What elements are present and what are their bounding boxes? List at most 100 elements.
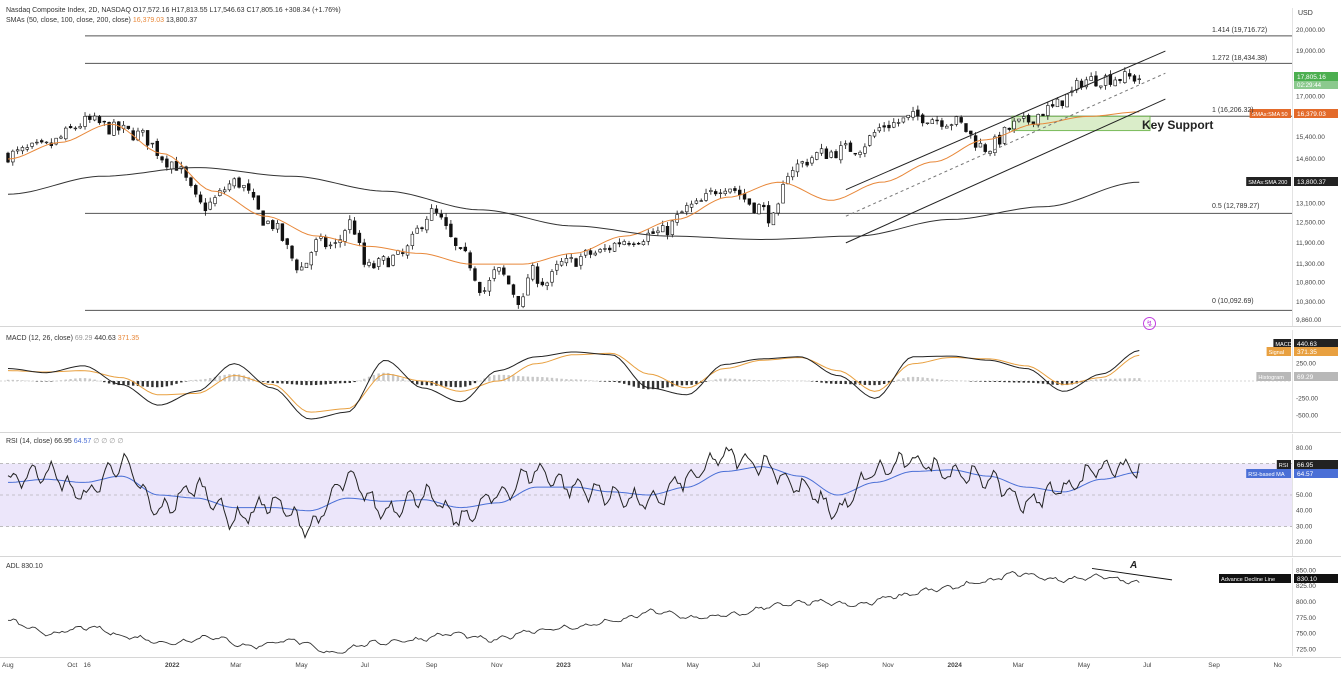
macd-histogram-bar xyxy=(680,381,684,386)
macd-histogram-bar xyxy=(334,381,337,384)
candle-body xyxy=(949,124,954,126)
candle-body xyxy=(689,203,694,208)
signal-badge-value: 371.35 xyxy=(1297,349,1317,356)
candle-body xyxy=(781,184,785,204)
candle-body xyxy=(829,151,833,158)
macd-histogram-bar xyxy=(892,381,895,382)
macd-histogram-bar xyxy=(988,381,992,382)
candle-body xyxy=(718,192,723,194)
candle-body xyxy=(954,116,959,125)
candle-body xyxy=(362,242,366,265)
x-tick-label: 2024 xyxy=(947,662,962,669)
sma200-badge-label: SMAs:SMA 200 xyxy=(1248,180,1287,186)
macd-histogram-bar xyxy=(213,376,217,381)
rsi-ma-badge-value: 64.57 xyxy=(1297,471,1314,478)
x-tick-label: May xyxy=(1078,662,1091,669)
macd-histogram-bar xyxy=(829,381,833,384)
adl-tick-label: 775.00 xyxy=(1296,615,1316,622)
candle-body xyxy=(540,281,545,286)
macd-histogram-bar xyxy=(632,381,636,387)
candle-body xyxy=(454,237,458,246)
candle-body xyxy=(15,149,20,152)
macd-histogram-bar xyxy=(329,381,332,384)
macd-line xyxy=(7,350,1140,420)
price-last-badge-value-bg xyxy=(1294,72,1338,81)
macd-histogram-bar xyxy=(1128,378,1131,381)
rsi-ma-badge-value-bg xyxy=(1294,469,1338,478)
candle-body xyxy=(367,261,371,266)
macd-histogram-bar xyxy=(868,381,871,386)
candle-body xyxy=(487,279,492,292)
candle-body xyxy=(641,241,646,245)
macd-histogram-bar xyxy=(974,381,977,382)
macd-histogram-bar xyxy=(310,381,313,386)
candle-body xyxy=(978,142,983,148)
chart-header-smas: SMAs (50, close, 100, close, 200, close)… xyxy=(6,17,198,24)
candle-body xyxy=(896,122,901,124)
macd-histogram-bar xyxy=(502,374,506,381)
macd-histogram-bar xyxy=(430,381,433,386)
macd-histogram-bar xyxy=(343,381,347,384)
candle-body xyxy=(608,247,612,251)
macd-histogram-bar xyxy=(305,381,308,386)
macd-histogram-bar xyxy=(233,373,236,381)
sma50-badge-label-bg xyxy=(1249,109,1291,118)
signal-badge-label: Signal xyxy=(1269,350,1285,356)
candle-body xyxy=(251,191,256,198)
macd-histogram-bar xyxy=(1065,381,1069,386)
macd-histogram-bar xyxy=(545,377,549,381)
candle-body xyxy=(795,163,800,173)
candle-body xyxy=(198,194,203,203)
macd-histogram-bar xyxy=(560,378,563,381)
candle-body xyxy=(531,265,535,280)
rsi-tick-label: 80.00 xyxy=(1296,445,1313,452)
macd-histogram-bar xyxy=(473,381,477,384)
candle-body xyxy=(882,125,886,128)
macd-histogram-bar xyxy=(738,379,741,381)
macd-histogram-bar xyxy=(1022,381,1025,383)
macd-histogram-bar xyxy=(199,379,202,381)
macd-histogram-bar xyxy=(926,377,929,381)
candle-body xyxy=(815,152,819,160)
macd-histogram-bar xyxy=(622,381,626,384)
macd-histogram-bar xyxy=(208,378,212,381)
price-tick-label: 13,100.00 xyxy=(1296,200,1325,207)
candle-body xyxy=(1012,120,1016,130)
candle-body xyxy=(762,204,766,208)
candle-body xyxy=(324,236,328,248)
candle-body xyxy=(863,146,867,154)
candle-body xyxy=(165,158,169,168)
adl-badge-label: Advance Decline Line xyxy=(1221,577,1275,583)
macd-histogram-bar xyxy=(372,374,376,381)
macd-histogram-bar xyxy=(276,381,279,384)
rsi-ma-badge-label: RSI-based MA xyxy=(1248,472,1285,478)
macd-histogram-bar xyxy=(704,381,708,382)
x-tick-label: 2023 xyxy=(556,662,571,669)
macd-histogram-bar xyxy=(497,374,501,381)
macd-histogram-bar xyxy=(16,380,19,381)
macd-histogram-bar xyxy=(805,380,809,382)
macd-histogram-bar xyxy=(589,380,592,381)
candle-body xyxy=(656,230,660,233)
macd-histogram-bar xyxy=(878,381,881,385)
candle-body xyxy=(545,282,549,287)
adl-annotation-a: A xyxy=(1130,560,1138,571)
alert-icon[interactable]: ↯ xyxy=(1143,317,1156,330)
candle-body xyxy=(256,195,261,210)
price-tick-label: 19,000.00 xyxy=(1296,48,1325,55)
macd-histogram-bar xyxy=(863,381,867,385)
macd-histogram-bar xyxy=(570,379,573,381)
price-tick-label: 10,300.00 xyxy=(1296,299,1325,306)
candle-body xyxy=(107,121,111,135)
macd-histogram-bar xyxy=(935,379,939,381)
macd-histogram-bar xyxy=(1036,381,1040,384)
macd-histogram-bar xyxy=(1017,381,1021,383)
candle-body xyxy=(83,116,87,127)
candle-body xyxy=(391,254,395,266)
macd-histogram-bar xyxy=(324,381,327,385)
macd-histogram-bar xyxy=(88,378,92,381)
candle-body xyxy=(516,295,520,305)
fib-label-1414: 1.414 (19,716.72) xyxy=(1212,27,1268,34)
macd-histogram-bar xyxy=(844,381,847,385)
macd-histogram-bar xyxy=(517,375,520,381)
